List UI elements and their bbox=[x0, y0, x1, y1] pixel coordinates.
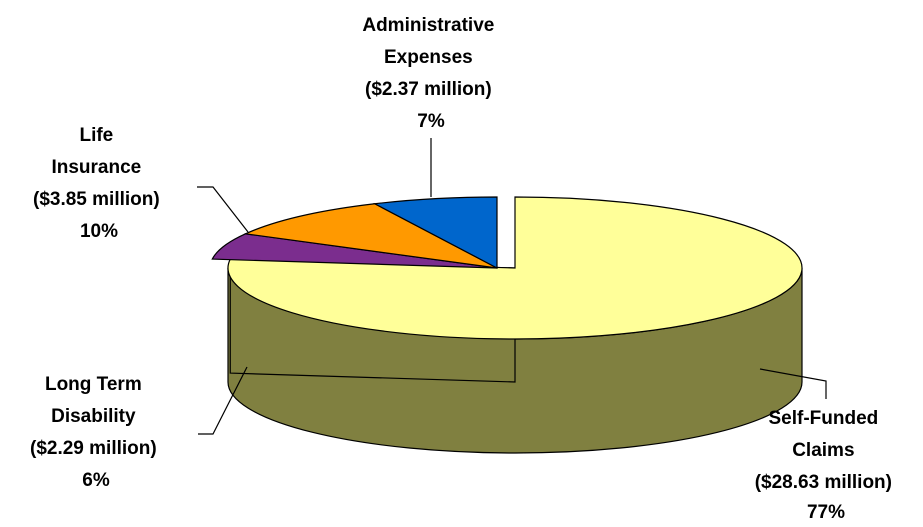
label-ltd: Long Term Disability ($2.29 million) 6% bbox=[30, 374, 162, 491]
label-ltd-line1: Long Term bbox=[45, 374, 142, 395]
label-admin-percent: 7% bbox=[417, 111, 445, 132]
label-life-line1: Life bbox=[79, 125, 113, 146]
slice-top-admin bbox=[372, 196, 498, 269]
leader-line-ltd bbox=[198, 366, 248, 435]
label-ltd-line2: Disability bbox=[51, 406, 136, 427]
label-admin-line2: Expenses bbox=[384, 47, 473, 68]
slice-top-life bbox=[243, 203, 498, 269]
label-self-funded-line1: Self-Funded bbox=[768, 408, 878, 429]
label-self-funded: Self-Funded Claims ($28.63 million) 77% bbox=[755, 408, 898, 523]
label-life: Life Insurance ($3.85 million) 10% bbox=[33, 125, 165, 242]
label-admin: Administrative Expenses ($2.37 million) … bbox=[362, 15, 499, 132]
slice-top-self_funded bbox=[227, 196, 803, 340]
label-admin-line1: Administrative bbox=[362, 15, 494, 36]
leader-line-self_funded bbox=[759, 368, 827, 399]
leader-lines bbox=[197, 138, 827, 435]
label-admin-amount: ($2.37 million) bbox=[365, 79, 492, 100]
label-ltd-amount: ($2.29 million) bbox=[30, 438, 157, 459]
label-ltd-percent: 6% bbox=[82, 470, 110, 491]
label-life-line2: Insurance bbox=[51, 157, 141, 178]
slice-tops bbox=[211, 196, 803, 340]
label-life-percent: 10% bbox=[80, 221, 118, 242]
label-self-funded-percent: 77% bbox=[807, 502, 845, 523]
leader-line-life bbox=[197, 186, 249, 233]
label-self-funded-line2: Claims bbox=[792, 440, 854, 461]
label-self-funded-amount: ($28.63 million) bbox=[755, 472, 892, 493]
label-life-amount: ($3.85 million) bbox=[33, 189, 160, 210]
